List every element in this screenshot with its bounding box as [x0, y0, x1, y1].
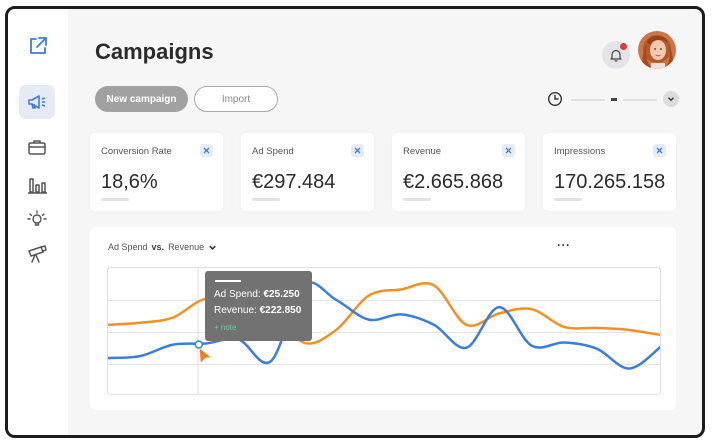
sidebar-item-analytics[interactable]: [19, 168, 55, 202]
kpi-underline: [101, 198, 129, 201]
kpi-value: €297.484: [252, 171, 336, 193]
sidebar-item-campaigns[interactable]: [19, 85, 55, 119]
close-icon[interactable]: [200, 144, 213, 157]
notification-dot: [620, 43, 627, 50]
chart-metric-selector[interactable]: Ad Spend vs. Revenue: [108, 242, 217, 252]
chevron-down-icon[interactable]: [663, 91, 679, 107]
briefcase-icon: [28, 140, 46, 155]
kpi-card-revenue[interactable]: Revenue €2.665.868: [392, 133, 525, 211]
sidebar-item-portfolio[interactable]: [19, 130, 55, 164]
date-end-placeholder: [623, 99, 657, 101]
tooltip-revenue-value: €222.850: [259, 305, 302, 316]
page-title: Campaigns: [95, 39, 214, 64]
tooltip-swatch: [215, 280, 241, 282]
tooltip-ad-spend: Ad Spend: €25.250: [214, 289, 300, 300]
close-icon[interactable]: [502, 144, 515, 157]
chart-card: Ad Spend vs. Revenue ···: [90, 227, 676, 410]
kpi-value: 18,6%: [101, 171, 158, 193]
tooltip-ad-spend-label: Ad Spend:: [214, 289, 261, 300]
kpi-label: Revenue: [403, 146, 442, 157]
kpi-underline: [252, 198, 280, 201]
kpi-card-conversion-rate[interactable]: Conversion Rate 18,6%: [90, 133, 223, 211]
sidebar-item-ideas[interactable]: [19, 202, 55, 236]
export-icon[interactable]: [27, 35, 49, 57]
chart-tooltip: Ad Spend: €25.250 Revenue: €222.850 + no…: [205, 271, 312, 341]
date-range-picker[interactable]: [547, 91, 679, 109]
chart-vs: vs.: [151, 242, 165, 252]
tooltip-ad-spend-value: €25.250: [263, 289, 300, 300]
lightbulb-icon: [27, 210, 47, 226]
series-line-ad-spend[interactable]: [108, 281, 661, 370]
more-options-button[interactable]: ···: [557, 238, 571, 252]
avatar[interactable]: [638, 31, 676, 69]
chart-metric-a: Ad Spend: [108, 242, 148, 252]
kpi-value: €2.665.868: [403, 171, 504, 193]
kpi-value: 170.265.158: [554, 171, 666, 193]
chevron-down-icon: [209, 245, 216, 250]
date-start-placeholder: [571, 99, 605, 101]
kpi-underline: [554, 198, 582, 201]
sidebar-item-explore[interactable]: [19, 237, 55, 271]
tooltip-revenue: Revenue: €222.850: [214, 305, 301, 316]
line-chart-plot[interactable]: [107, 267, 661, 395]
add-note-link[interactable]: + note: [214, 323, 237, 332]
notifications-button[interactable]: [602, 41, 630, 69]
close-icon[interactable]: [351, 144, 364, 157]
new-campaign-button[interactable]: New campaign: [95, 86, 188, 112]
kpi-label: Conversion Rate: [101, 146, 172, 157]
hover-point[interactable]: [194, 340, 204, 349]
bar-chart-icon: [28, 178, 47, 194]
kpi-label: Ad Spend: [252, 146, 294, 157]
bell-icon: [610, 49, 622, 62]
kpi-label: Impressions: [554, 146, 606, 157]
megaphone-icon: [28, 95, 46, 109]
date-separator: [611, 98, 617, 101]
sidebar: [8, 9, 68, 435]
series-line-revenue[interactable]: [108, 281, 661, 345]
cursor-icon: [199, 348, 211, 363]
clock-icon: [547, 91, 563, 107]
kpi-card-impressions[interactable]: Impressions 170.265.158: [543, 133, 676, 211]
tooltip-revenue-label: Revenue:: [214, 305, 257, 316]
close-icon[interactable]: [653, 144, 666, 157]
kpi-card-ad-spend[interactable]: Ad Spend €297.484: [241, 133, 374, 211]
chart-metric-b: Revenue: [168, 242, 205, 252]
kpi-underline: [403, 198, 431, 201]
app-window: Campaigns New campaign Import: [5, 6, 705, 438]
telescope-icon: [28, 245, 47, 263]
import-button[interactable]: Import: [194, 86, 278, 112]
